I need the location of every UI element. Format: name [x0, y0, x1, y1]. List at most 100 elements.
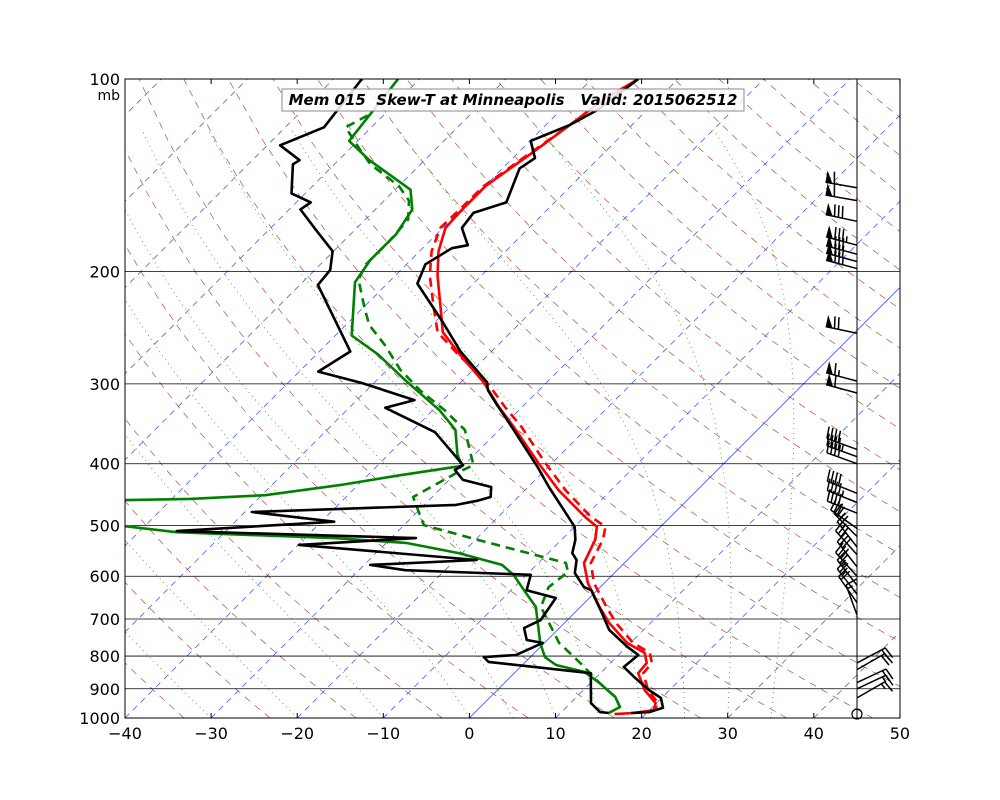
barb-staff [845, 584, 858, 616]
wind-barb [825, 373, 858, 394]
x-tick-label: 0 [464, 724, 474, 743]
barb-flag [826, 241, 833, 256]
y-tick-label: 700 [89, 610, 120, 629]
barb-full [840, 548, 850, 559]
moist-adiabat-line [538, 129, 732, 718]
wind-barb [825, 202, 858, 223]
isotherm-line [125, 79, 162, 116]
x-tick-label: 30 [718, 724, 738, 743]
y-tick-label: 500 [89, 517, 120, 536]
dry-adiabat-line [673, 79, 900, 271]
barb-full [837, 205, 840, 218]
moist-adiabat-line [713, 129, 795, 718]
barb-staff [836, 521, 858, 548]
barb-full [833, 436, 838, 449]
barb-staff [856, 674, 887, 690]
isotherm-line [0, 79, 75, 718]
barb-staff [825, 181, 858, 189]
temperature-dashed-line [428, 79, 660, 715]
dry-adiabat-line [125, 244, 615, 718]
dry-adiabat-line [138, 79, 787, 718]
barb-full [837, 482, 842, 496]
dry-adiabat-line [0, 79, 98, 718]
isotherm-line [641, 459, 900, 718]
barb-full [826, 426, 830, 439]
barb-staff [826, 452, 858, 465]
barb-full [829, 427, 834, 441]
barb-full [834, 472, 839, 485]
barb-half [847, 585, 854, 590]
barb-half [881, 676, 887, 683]
barb-flag [826, 248, 833, 263]
x-tick-label: 10 [545, 724, 565, 743]
wind-barb [856, 652, 894, 671]
wind-barb [856, 674, 894, 690]
barb-full [826, 478, 831, 491]
y-tick-label: 600 [89, 567, 120, 586]
barb-full [839, 562, 849, 573]
moist-adiabat-line [291, 129, 643, 718]
isotherm-line [727, 545, 900, 718]
dry-adiabat-line [125, 333, 529, 718]
barb-full [830, 498, 837, 511]
barb-staff [825, 372, 858, 382]
dry-adiabat-line [125, 581, 271, 718]
barb-staff [856, 681, 886, 699]
x-tick-label: −30 [194, 724, 228, 743]
dry-adiabat-line [183, 79, 873, 718]
dry-adiabat-line [361, 79, 900, 555]
barb-full [830, 479, 835, 493]
barb-full [840, 570, 851, 581]
barb-full [841, 206, 844, 219]
barb-full [833, 501, 840, 513]
wind-barb [825, 170, 858, 189]
barb-full [839, 553, 849, 564]
moist-adiabat-line [125, 433, 384, 718]
wind-barb [826, 478, 858, 504]
barb-staff [825, 325, 858, 335]
isotherm-line [125, 79, 334, 288]
barb-half [841, 490, 845, 497]
barb-full [841, 229, 845, 242]
barb-flag [826, 373, 833, 387]
dry-adiabat-line [986, 79, 1000, 718]
moist-adiabat-line [125, 630, 212, 718]
plot-frame [124, 78, 901, 719]
barb-staff [836, 568, 858, 595]
y-tick-label: 100 [89, 70, 120, 89]
observed-solid-line [416, 79, 665, 715]
barb-full [836, 559, 847, 570]
wind-barb [825, 225, 858, 246]
barb-full [834, 362, 837, 376]
barb-staff [825, 236, 858, 246]
barb-full [837, 317, 840, 330]
dry-adiabat-line [896, 79, 900, 82]
barb-flag [825, 314, 833, 329]
barb-full [837, 473, 842, 486]
barb-flag [825, 183, 833, 197]
barb-half [841, 570, 847, 576]
barb-full [837, 523, 847, 535]
barb-full [834, 250, 837, 263]
barb-half [845, 236, 848, 243]
barb-full [835, 520, 844, 532]
y-axis-unit-label: mb [97, 88, 120, 104]
dry-adiabat-line [406, 79, 900, 513]
barb-full [836, 506, 845, 518]
barb-flag [826, 234, 833, 248]
barb-full [837, 444, 842, 458]
moist-adiabat-line [141, 129, 556, 718]
x-tick-label: 20 [631, 724, 651, 743]
chart-title: Mem 015 Skew-T at Minneapolis Valid: 201… [289, 91, 738, 109]
barb-full [841, 538, 852, 549]
barb-half [880, 683, 886, 690]
dry-adiabat-line [763, 79, 900, 194]
barb-half [841, 445, 844, 452]
barb-half [837, 370, 840, 377]
dry-adiabat-line [584, 79, 900, 349]
barb-flag [826, 225, 833, 239]
y-tick-label: 900 [89, 680, 120, 699]
moist-adiabat-line [125, 539, 298, 718]
